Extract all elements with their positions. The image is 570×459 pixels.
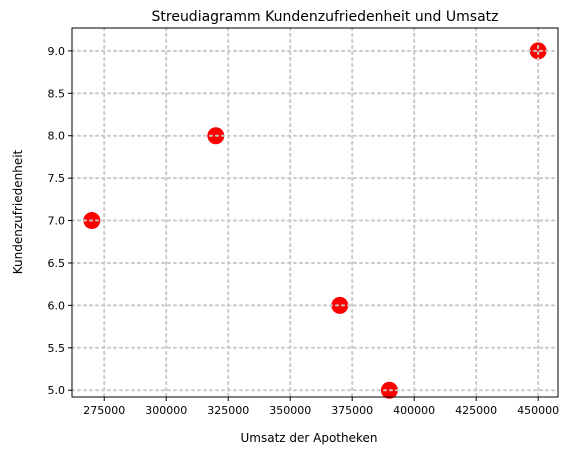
y-tick-label: 8.5 (48, 87, 66, 100)
x-tick-label: 325000 (207, 404, 249, 417)
x-tick-label: 350000 (269, 404, 311, 417)
y-tick-label: 9.0 (48, 45, 66, 58)
chart-title: Streudiagramm Kundenzufriedenheit und Um… (152, 9, 499, 25)
x-tick-label: 300000 (145, 404, 187, 417)
x-tick-label: 275000 (83, 404, 125, 417)
x-tick-label: 450000 (517, 404, 559, 417)
x-axis-ticks: 275000 300000 325000 350000 375000 400000 4250… (83, 397, 559, 417)
data-point (331, 296, 349, 314)
y-tick-label: 8.0 (48, 130, 66, 143)
grid-lines (71, 27, 559, 398)
data-point (529, 42, 547, 60)
x-tick-label: 400000 (393, 404, 435, 417)
x-tick-label: 425000 (455, 404, 497, 417)
x-tick-label: 375000 (331, 404, 373, 417)
y-tick-label: 7.0 (48, 215, 66, 228)
x-axis-label: Umsatz der Apotheken (240, 431, 377, 445)
y-axis-ticks: 5.0 5.5 6.0 6.5 7.0 7.5 8.0 8.5 9.0 (48, 45, 72, 397)
y-tick-label: 6.0 (48, 299, 66, 312)
y-tick-label: 6.5 (48, 257, 66, 270)
y-tick-label: 5.5 (48, 342, 66, 355)
plot-frame (71, 27, 559, 398)
y-axis-label: Kundenzufriedenheit (11, 149, 25, 274)
y-tick-label: 7.5 (48, 172, 66, 185)
y-tick-label: 5.0 (48, 384, 66, 397)
